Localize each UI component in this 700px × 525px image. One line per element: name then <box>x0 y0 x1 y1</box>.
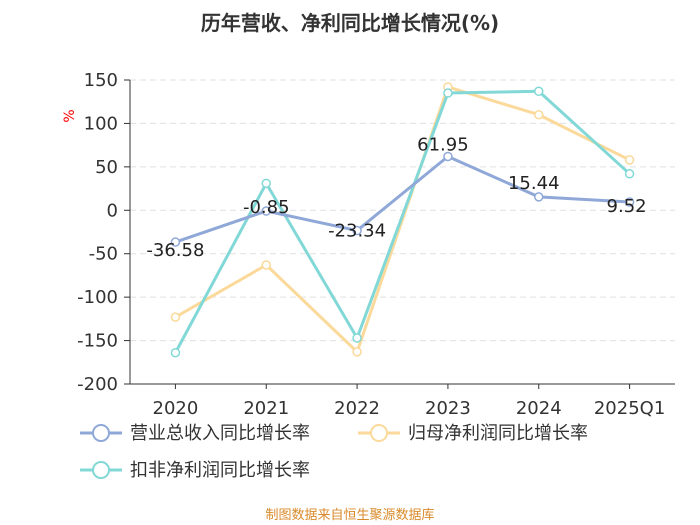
legend-swatch-marker <box>370 424 388 442</box>
series-line-0 <box>174 154 630 244</box>
data-point[interactable] <box>624 197 635 207</box>
y-tick-label: 150 <box>84 70 118 91</box>
x-tick-label: 2024 <box>516 398 562 419</box>
data-point[interactable] <box>170 312 181 322</box>
y-tick-label: -150 <box>77 331 118 352</box>
x-tick-label: 2020 <box>153 398 199 419</box>
data-point[interactable] <box>443 88 453 98</box>
data-point[interactable] <box>261 206 271 216</box>
source-note: 制图数据来自恒生聚源数据库 <box>265 507 434 523</box>
data-point[interactable] <box>624 155 635 165</box>
data-label: -23.34 <box>328 221 386 242</box>
data-point[interactable] <box>352 225 362 236</box>
x-tick-label: 2022 <box>334 398 380 419</box>
data-label: -0.85 <box>243 197 290 218</box>
legend-label: 归母净利润同比增长率 <box>408 423 588 444</box>
y-tick-label: 100 <box>84 113 118 134</box>
series-line-2 <box>174 89 631 354</box>
data-label: 9.52 <box>607 196 647 217</box>
data-label: 61.95 <box>417 134 469 155</box>
legend-swatch-marker <box>92 424 110 442</box>
data-point[interactable] <box>443 151 453 162</box>
x-tick-label: 2021 <box>243 398 289 419</box>
data-point[interactable] <box>534 86 544 97</box>
grid <box>130 79 675 342</box>
y-tick-label: 0 <box>107 200 118 221</box>
legend-item-1[interactable]: 归母净利润同比增长率 <box>358 423 588 444</box>
y-tick-label: -200 <box>77 374 118 395</box>
legend-label: 营业总收入同比增长率 <box>130 423 310 444</box>
series <box>170 82 635 358</box>
data-point[interactable] <box>352 347 362 357</box>
x-tick-label: 2023 <box>425 398 471 419</box>
legend-label: 扣非净利润同比增长率 <box>130 460 310 481</box>
y-axis-unit: % <box>62 109 78 122</box>
data-point[interactable] <box>170 237 181 247</box>
data-point[interactable] <box>534 192 544 202</box>
axes: 150 100 50 0 -50 -100 -150 -200 2020 2021 2022 2023… <box>77 70 675 419</box>
data-point[interactable] <box>352 333 362 343</box>
data-label: -36.58 <box>146 240 204 261</box>
data-labels: -36.58 -0.85 -23.34 61.95 15.44 9.52 <box>146 134 646 261</box>
y-tick-label: 50 <box>95 157 118 178</box>
data-point[interactable] <box>534 109 544 120</box>
data-point[interactable] <box>170 347 181 358</box>
data-point[interactable] <box>261 178 271 189</box>
data-point[interactable] <box>624 169 635 179</box>
y-tick-label: -100 <box>77 287 118 308</box>
x-tick-label: 2025Q1 <box>594 398 665 419</box>
chart-title: 历年营收、净利同比增长情况(%) <box>201 11 499 35</box>
data-point[interactable] <box>261 260 271 270</box>
data-label: 15.44 <box>508 173 560 194</box>
y-tick-label: -50 <box>89 244 118 265</box>
legend-item-2[interactable]: 扣非净利润同比增长率 <box>80 460 310 481</box>
legend-item-0[interactable]: 营业总收入同比增长率 <box>80 423 310 444</box>
legend-swatch-marker <box>92 461 110 479</box>
